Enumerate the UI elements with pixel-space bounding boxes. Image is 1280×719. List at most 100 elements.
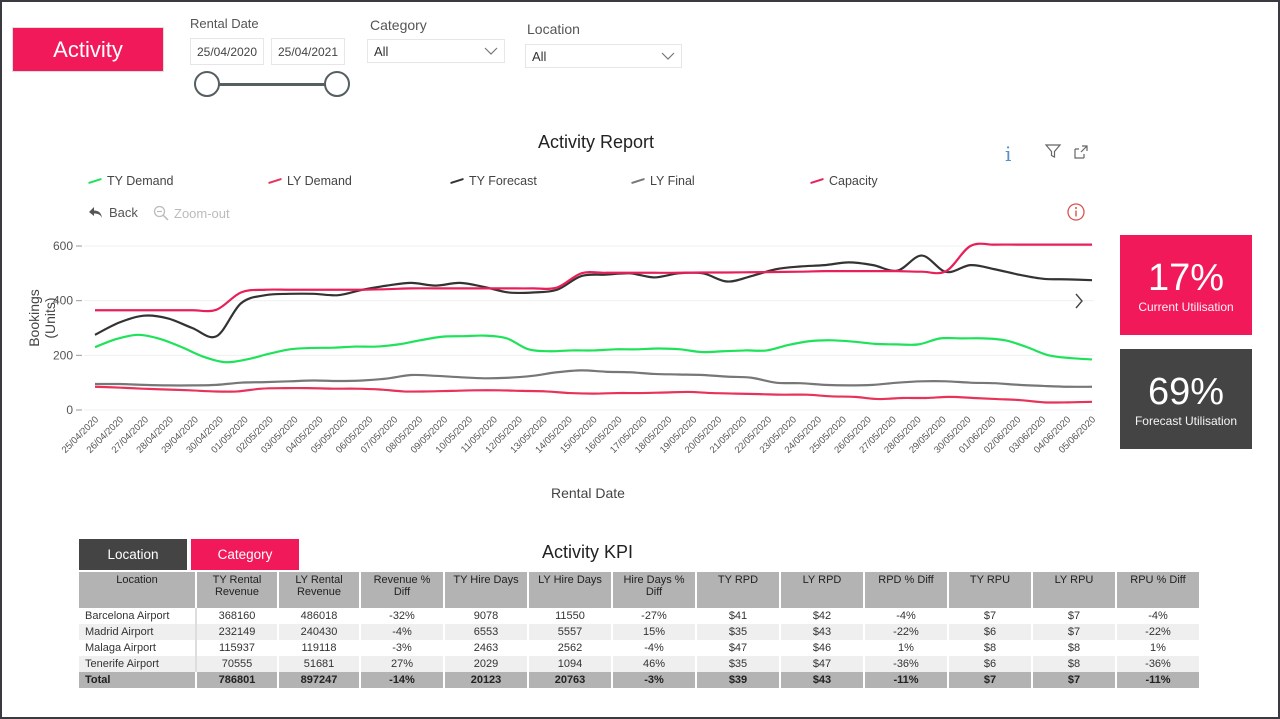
table-cell: Madrid Airport	[79, 624, 197, 640]
column-header[interactable]: TY Rental Revenue	[196, 572, 279, 608]
date-slider-track[interactable]	[216, 83, 336, 86]
table-row[interactable]: Malaga Airport 115937 119118 -3% 2463 2562 -4%…	[79, 640, 1201, 656]
table-cell: -27%	[612, 608, 697, 624]
column-header[interactable]: TY RPU	[948, 572, 1033, 608]
tab-location[interactable]: Location	[79, 539, 187, 570]
table-cell: 115937	[196, 640, 279, 656]
chevron-right-icon[interactable]	[1073, 292, 1085, 310]
table-row[interactable]: Madrid Airport 232149 240430 -4% 6553 5557 15%…	[79, 624, 1201, 640]
location-dropdown[interactable]: All	[525, 44, 682, 68]
table-cell: -22%	[864, 624, 949, 640]
forecast-utilisation-value: 69%	[1147, 371, 1225, 413]
table-cell: 9078	[444, 608, 529, 624]
current-utilisation-value: 17%	[1147, 257, 1225, 299]
table-row[interactable]: Barcelona Airport 368160 486018 -32% 9078 115…	[79, 608, 1201, 624]
total-cell: $7	[1032, 672, 1117, 688]
column-header[interactable]: RPU % Diff	[1116, 572, 1201, 608]
column-header[interactable]: TY Hire Days	[444, 572, 529, 608]
line-chart: 020040060025/04/202026/04/202027/04/2020…	[53, 239, 1098, 456]
table-cell: Barcelona Airport	[79, 608, 197, 624]
column-header[interactable]: Revenue % Diff	[360, 572, 445, 608]
column-header[interactable]: LY Rental Revenue	[278, 572, 361, 608]
date-from-input[interactable]: 25/04/2020	[190, 38, 264, 65]
table-cell: -22%	[1116, 624, 1201, 640]
column-header[interactable]: Location	[79, 572, 197, 608]
legend-label: LY Final	[650, 174, 695, 188]
table-cell: $7	[1032, 624, 1117, 640]
info-circle-icon[interactable]	[1066, 202, 1086, 222]
table-cell: $35	[696, 624, 781, 640]
y-tick-label: 0	[66, 403, 73, 417]
column-header[interactable]: LY Hire Days	[528, 572, 613, 608]
column-header[interactable]: RPD % Diff	[864, 572, 949, 608]
date-to-input[interactable]: 25/04/2021	[271, 38, 345, 65]
chart-title: Activity Report	[537, 132, 655, 152]
kpi-table-title: Activity KPI	[542, 542, 634, 562]
table-cell: $7	[1032, 608, 1117, 624]
total-cell: Total	[79, 672, 197, 688]
table-row[interactable]: Tenerife Airport 70555 51681 27% 2029 1094 46%…	[79, 656, 1201, 672]
series-line-capacity	[94, 242, 1092, 313]
table-cell: 51681	[278, 656, 361, 672]
table-cell: -36%	[864, 656, 949, 672]
table-cell: 119118	[278, 640, 361, 656]
table-cell: 6553	[444, 624, 529, 640]
column-header[interactable]: TY RPD	[696, 572, 781, 608]
info-i-icon[interactable]: i	[1005, 142, 1012, 166]
table-cell: 2463	[444, 640, 529, 656]
activity-button[interactable]: Activity	[12, 27, 164, 72]
y-tick-label: 200	[53, 348, 73, 362]
column-header[interactable]: LY RPD	[780, 572, 865, 608]
date-slider-end-handle[interactable]	[324, 71, 350, 97]
legend-label: Capacity	[829, 174, 878, 188]
legend-item-capacity[interactable]: Capacity	[810, 174, 878, 188]
legend-item-ty-forecast[interactable]: TY Forecast	[450, 174, 537, 188]
table-cell: 240430	[278, 624, 361, 640]
legend-label: TY Demand	[107, 174, 174, 188]
column-header[interactable]: LY RPU	[1032, 572, 1117, 608]
expand-icon[interactable]	[1073, 143, 1090, 160]
back-button[interactable]: Back	[88, 205, 138, 220]
category-dropdown[interactable]: All	[367, 39, 505, 63]
table-cell: -3%	[360, 640, 445, 656]
table-cell: Malaga Airport	[79, 640, 197, 656]
series-line-ly-demand	[94, 385, 1093, 404]
table-cell: Tenerife Airport	[79, 656, 197, 672]
table-cell: $8	[1032, 640, 1117, 656]
table-cell: -4%	[864, 608, 949, 624]
table-cell: 1094	[528, 656, 613, 672]
series-line-ty-demand	[94, 333, 1093, 364]
table-cell: -4%	[360, 624, 445, 640]
tab-category[interactable]: Category	[191, 539, 299, 570]
table-cell: $8	[948, 640, 1033, 656]
current-utilisation-label: Current Utilisation	[1138, 300, 1234, 314]
total-cell: 786801	[196, 672, 279, 688]
table-cell: $47	[780, 656, 865, 672]
table-cell: $35	[696, 656, 781, 672]
table-cell: $46	[780, 640, 865, 656]
x-axis-title: Rental Date	[551, 485, 625, 501]
legend-item-ty-demand[interactable]: TY Demand	[88, 174, 173, 188]
forecast-utilisation-label: Forecast Utilisation	[1134, 414, 1238, 428]
total-cell: -11%	[1116, 672, 1201, 688]
table-total-row: Total 786801 897247 -14% 20123 20763 -3% $39 $43…	[79, 672, 1201, 688]
total-cell: 897247	[278, 672, 361, 688]
legend-item-ly-demand[interactable]: LY Demand	[268, 174, 352, 188]
table-cell: 368160	[196, 608, 279, 624]
table-cell: 486018	[278, 608, 361, 624]
total-cell: -14%	[360, 672, 445, 688]
total-cell: 20123	[444, 672, 529, 688]
date-slider-start-handle[interactable]	[194, 71, 220, 97]
table-cell: 232149	[196, 624, 279, 640]
table-cell: $47	[696, 640, 781, 656]
table-cell: $43	[780, 624, 865, 640]
column-header[interactable]: Hire Days % Diff	[612, 572, 697, 608]
category-value: All	[374, 43, 389, 59]
filter-icon[interactable]	[1044, 142, 1062, 160]
table-cell: -36%	[1116, 656, 1201, 672]
table-cell: 11550	[528, 608, 613, 624]
table-cell: $6	[948, 624, 1033, 640]
zoom-out-button[interactable]: Zoom-out	[153, 205, 230, 221]
table-cell: $7	[948, 608, 1033, 624]
legend-item-ly-final[interactable]: LY Final	[631, 174, 695, 188]
